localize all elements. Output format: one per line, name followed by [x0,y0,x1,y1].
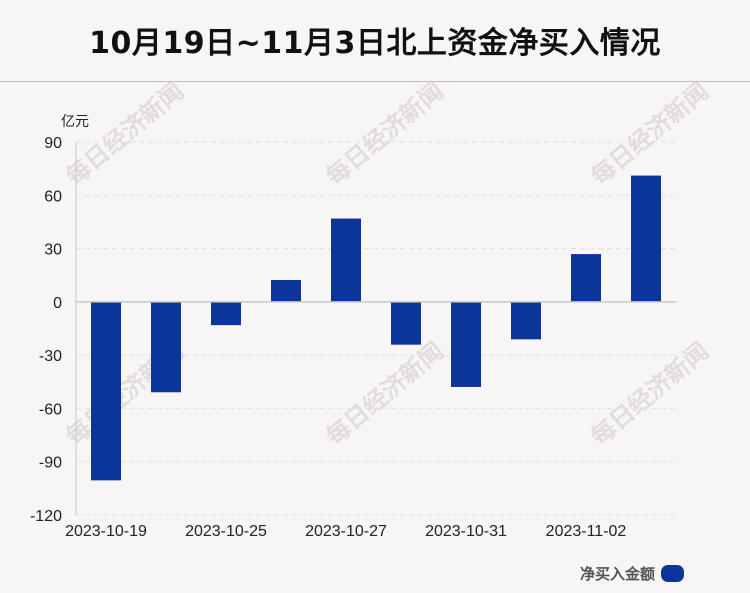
y-tick-label: -90 [39,455,62,472]
x-tick-label: 2023-10-31 [425,523,507,540]
y-tick-label: 0 [53,295,62,312]
watermark-0: 每日经济新闻 [60,76,189,191]
x-tick-label: 2023-11-02 [546,523,627,540]
y-tick-label: 60 [44,188,62,205]
bar-9 [631,175,661,302]
bar-7 [511,301,541,340]
legend-swatch [661,565,684,582]
bar-6 [451,301,481,387]
x-tick-label: 2023-10-19 [65,523,147,540]
watermark-2: 每日经济新闻 [585,76,714,191]
watermark-5: 每日经济新闻 [585,336,714,451]
bar-2 [211,301,241,326]
bar-4 [331,218,361,302]
x-tick-label: 2023-10-25 [185,523,267,540]
legend-label: 净买入金额 [579,565,655,583]
y-unit-label: 亿元 [61,114,89,130]
bar-5 [391,301,421,345]
bar-0 [91,301,121,481]
watermark-4: 每日经济新闻 [320,336,449,451]
y-tick-label: -30 [39,348,62,365]
bar-8 [571,254,601,302]
watermark-1: 每日经济新闻 [320,76,449,191]
chart-title: 10月19日~11月3日北上资金净买入情况 [89,26,661,61]
bar-1 [151,301,181,393]
chart-legend: 净买入金额 [580,563,684,584]
y-tick-label: 90 [44,135,62,152]
y-tick-label: -120 [30,508,62,525]
title-divider [0,81,750,82]
y-tick-label: 30 [44,242,62,259]
x-tick-label: 2023-10-27 [305,523,387,540]
y-tick-label: -60 [39,401,62,418]
bar-3 [271,280,301,302]
